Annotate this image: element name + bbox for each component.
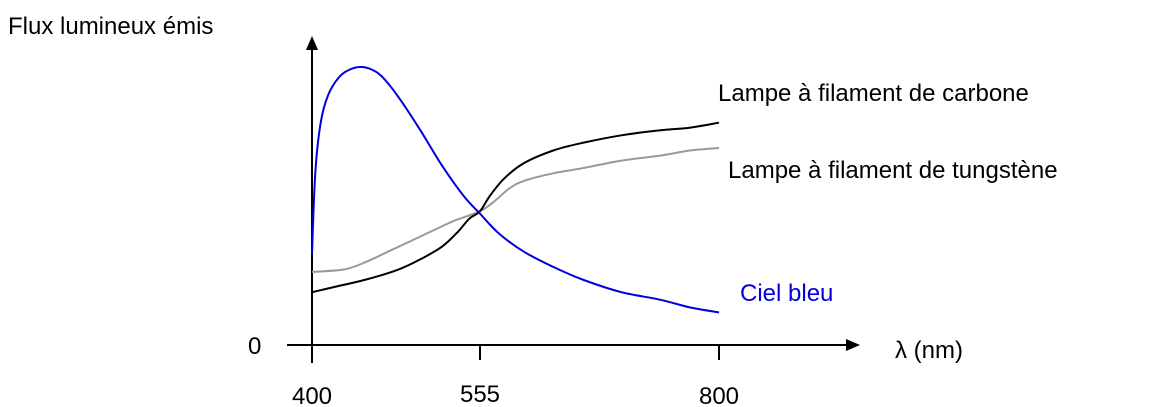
series-line-2 bbox=[311, 147, 720, 273]
series-line-1 bbox=[311, 121, 720, 294]
x-tick-label-555: 555 bbox=[460, 381, 500, 407]
y-axis-label: Flux lumineux émis bbox=[8, 13, 213, 40]
y-axis-arrowhead bbox=[306, 36, 318, 50]
y-origin-label: 0 bbox=[248, 333, 261, 360]
x-axis-arrowhead bbox=[846, 339, 860, 351]
series-layer bbox=[311, 66, 720, 314]
x-tick-label-800: 800 bbox=[699, 383, 739, 407]
series-line-0 bbox=[311, 66, 720, 314]
series-label-ciel-bleu: Ciel bleu bbox=[740, 280, 833, 307]
axes bbox=[287, 36, 860, 363]
series-label-carbone: Lampe à filament de carbone bbox=[718, 80, 1029, 107]
labels: Flux lumineux émis λ (nm) 0 400 555 800 … bbox=[8, 13, 1058, 407]
series-label-tungstene: Lampe à filament de tungstène bbox=[728, 157, 1058, 184]
x-tick-label-400: 400 bbox=[292, 383, 332, 407]
x-axis-label: λ (nm) bbox=[895, 337, 963, 364]
